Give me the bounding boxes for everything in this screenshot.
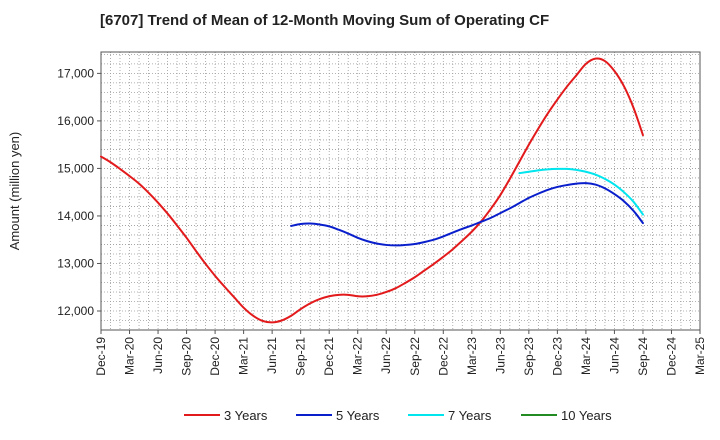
x-tick-label: Dec-22 [436,337,450,376]
x-tick-label: Mar-21 [237,337,251,375]
x-tick-label: Jun-20 [151,337,165,374]
y-tick-label: 13,000 [57,256,94,270]
series-line-7-years [518,167,644,216]
legend-label: 5 Years [336,408,380,423]
y-tick-label: 17,000 [57,66,94,80]
x-tick-label: Jun-22 [379,337,393,374]
y-axis-ticks: 12,000 13,000 14,000 15,000 16,000 17,000 [57,66,101,318]
x-tick-label: Sep-21 [294,337,308,376]
plot-frame [100,51,701,331]
series-line-3-years [100,57,644,324]
x-tick-label: Jun-23 [493,337,507,374]
x-tick-label: Mar-23 [465,337,479,375]
x-tick-label: Dec-21 [322,337,336,376]
series-lines [100,57,644,324]
legend-label: 10 Years [561,408,612,423]
series-line-5-years [290,182,644,247]
x-tick-label: Dec-20 [208,337,222,376]
y-tick-label: 16,000 [57,114,94,128]
x-tick-label: Dec-24 [664,337,678,376]
legend: 3 Years 5 Years 7 Years 10 Years [184,408,612,423]
x-tick-label: Sep-23 [522,337,536,376]
x-tick-label: Dec-19 [94,337,108,376]
y-tick-label: 12,000 [57,304,94,318]
x-tick-label: Dec-23 [550,337,564,376]
x-tick-label: Sep-22 [408,337,422,376]
y-tick-label: 14,000 [57,209,94,223]
x-tick-label: Mar-22 [351,337,365,375]
x-axis-ticks: Dec-19 Mar-20 Jun-20 Sep-20 Dec-20 Mar-21 Jun-… [94,330,707,376]
x-tick-label: Sep-20 [180,337,194,376]
x-tick-label: Mar-24 [579,337,593,375]
legend-label: 3 Years [224,408,268,423]
y-tick-label: 15,000 [57,161,94,175]
chart-title: [6707] Trend of Mean of 12-Month Moving … [100,12,550,29]
x-tick-label: Sep-24 [636,337,650,376]
x-tick-label: Mar-25 [693,337,707,375]
x-tick-label: Jun-21 [265,337,279,374]
x-tick-label: Jun-24 [607,337,621,374]
legend-label: 7 Years [448,408,492,423]
x-tick-label: Mar-20 [123,337,137,375]
y-axis-title: Amount (million yen) [7,132,22,251]
